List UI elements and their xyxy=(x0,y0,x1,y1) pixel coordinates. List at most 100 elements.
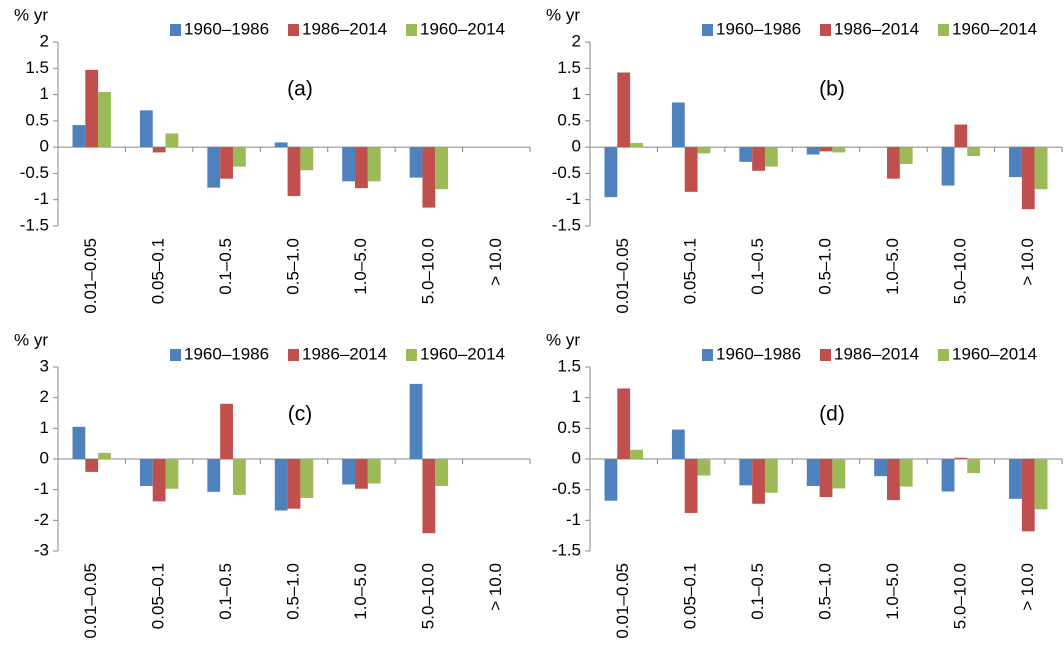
bar xyxy=(98,452,111,459)
bar xyxy=(422,147,436,208)
bar xyxy=(739,459,753,486)
x-tick-label: 0.1–0.5 xyxy=(748,238,767,295)
y-tick-label: 1.5 xyxy=(557,58,581,77)
y-tick-label: -0.5 xyxy=(552,163,581,182)
bar xyxy=(684,147,698,192)
y-axis-label: % yr xyxy=(546,330,580,349)
x-tick-label: 5.0–10.0 xyxy=(418,563,437,629)
x-tick-label: 0.05–0.1 xyxy=(149,563,168,629)
y-tick-label: -3 xyxy=(34,540,49,559)
bar xyxy=(832,459,846,489)
bar xyxy=(435,147,449,190)
x-tick-label: 0.1–0.5 xyxy=(216,238,235,295)
y-tick-label: -1.5 xyxy=(552,540,581,559)
bar xyxy=(207,459,221,492)
bar xyxy=(967,459,981,474)
bar xyxy=(1021,147,1035,210)
bar xyxy=(72,125,86,148)
annotation: (a) xyxy=(287,78,313,101)
bar xyxy=(604,147,618,198)
x-tick-label: 5.0–10.0 xyxy=(418,238,437,304)
bar xyxy=(887,459,900,501)
bar xyxy=(671,429,685,459)
y-tick-label: -1 xyxy=(566,510,581,529)
y-tick-label: -2 xyxy=(34,510,49,529)
y-tick-label: 0.5 xyxy=(557,418,581,437)
y-tick-label: -1 xyxy=(34,479,49,498)
bar xyxy=(899,147,913,164)
legend-label: 1960–1986 xyxy=(184,344,269,363)
x-tick-label: 0.05–0.1 xyxy=(149,238,168,304)
bar xyxy=(1009,147,1022,178)
bar xyxy=(165,133,179,148)
bar xyxy=(152,147,166,153)
bar xyxy=(367,147,381,182)
bar xyxy=(967,147,981,157)
x-tick-label: 0.5–1.0 xyxy=(283,238,302,295)
bar xyxy=(630,449,643,459)
y-tick-label: 1 xyxy=(572,387,581,406)
bar xyxy=(684,459,698,513)
x-tick-label: 0.5–1.0 xyxy=(283,563,302,620)
bar xyxy=(941,147,955,186)
bar xyxy=(274,459,288,511)
y-tick-label: 0.5 xyxy=(557,110,581,129)
x-tick-label: > 10.0 xyxy=(1018,238,1037,286)
x-tick-label: 0.01–0.05 xyxy=(613,563,632,639)
legend-label: 1960–1986 xyxy=(716,344,801,363)
bar xyxy=(617,388,631,459)
bar xyxy=(671,102,685,148)
y-tick-label: 0 xyxy=(572,137,581,156)
bar xyxy=(764,459,778,493)
bar xyxy=(422,459,436,534)
bar xyxy=(342,147,356,182)
x-tick-label: 0.1–0.5 xyxy=(216,563,235,620)
bar xyxy=(819,147,833,152)
annotation: (b) xyxy=(819,78,845,101)
legend-swatch xyxy=(702,349,713,361)
legend-swatch xyxy=(288,349,299,361)
bar xyxy=(806,147,820,155)
legend-label: 1986–2014 xyxy=(834,344,919,363)
x-tick-label: 0.5–1.0 xyxy=(815,238,834,295)
bar xyxy=(1021,459,1035,532)
x-tick-label: > 10.0 xyxy=(1018,563,1037,611)
bar xyxy=(887,147,900,179)
x-tick-label: 0.01–0.05 xyxy=(81,238,100,314)
bar xyxy=(72,426,86,459)
bar xyxy=(85,459,99,472)
bar xyxy=(220,403,233,459)
bar xyxy=(139,459,153,486)
legend-swatch xyxy=(406,24,417,36)
bar xyxy=(874,459,888,477)
legend-label: 1960–1986 xyxy=(716,19,801,38)
bar xyxy=(232,147,246,167)
legend-label: 1986–2014 xyxy=(302,19,387,38)
x-tick-label: 0.05–0.1 xyxy=(681,238,700,304)
y-axis-label: % yr xyxy=(546,5,580,24)
bar xyxy=(220,147,233,179)
x-tick-label: 0.01–0.05 xyxy=(613,238,632,314)
y-tick-label: 1 xyxy=(40,84,49,103)
x-tick-label: 1.0–5.0 xyxy=(883,563,902,620)
bar xyxy=(604,459,618,501)
bar xyxy=(1009,459,1022,499)
legend-swatch xyxy=(820,349,831,361)
legend-swatch xyxy=(938,349,949,361)
bar xyxy=(409,147,423,178)
x-tick-label: > 10.0 xyxy=(486,563,505,611)
bar xyxy=(139,110,153,148)
y-tick-label: 3 xyxy=(40,356,49,375)
bar xyxy=(806,459,820,486)
legend-swatch xyxy=(406,349,417,361)
bar xyxy=(98,91,111,148)
bar xyxy=(1034,147,1048,190)
y-tick-label: -1 xyxy=(34,189,49,208)
legend-swatch xyxy=(702,24,713,36)
legend-swatch xyxy=(820,24,831,36)
y-tick-label: -1.5 xyxy=(552,215,581,234)
legend-label: 1986–2014 xyxy=(834,19,919,38)
y-tick-label: -0.5 xyxy=(20,163,49,182)
bar xyxy=(764,147,778,167)
legend-swatch xyxy=(938,24,949,36)
